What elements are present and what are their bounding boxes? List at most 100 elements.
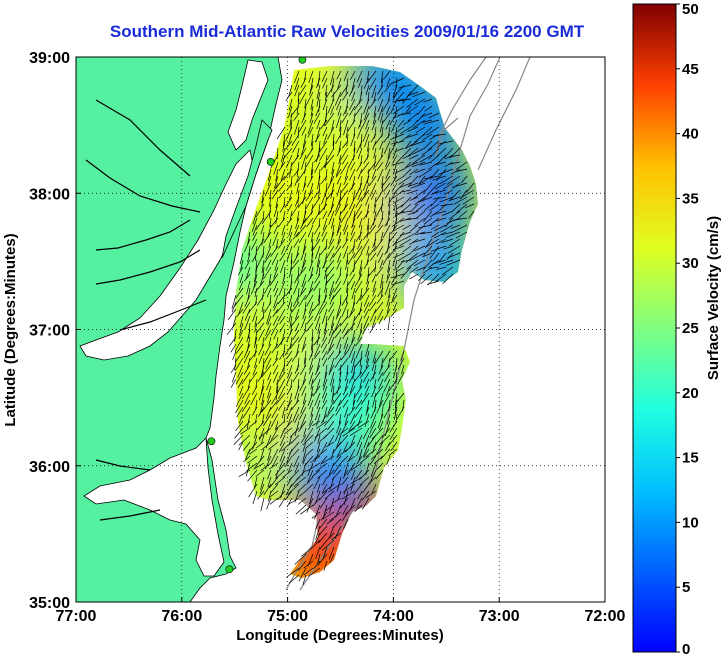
velocity-arrow — [296, 161, 300, 177]
velocity-arrow — [328, 210, 335, 225]
velocity-arrow — [385, 154, 391, 168]
velocity-arrow — [350, 497, 356, 510]
velocity-arrow — [377, 217, 384, 228]
velocity-arrow — [353, 245, 363, 259]
velocity-arrow — [306, 462, 321, 472]
velocity-arrow — [411, 119, 419, 128]
velocity-arrow — [339, 84, 349, 97]
velocity-arrow — [261, 210, 272, 225]
velocity-arrow — [379, 140, 384, 150]
velocity-arrow — [384, 217, 391, 227]
velocity-arrow — [300, 546, 314, 557]
velocity-arrow — [304, 357, 307, 368]
velocity-arrow — [299, 217, 307, 230]
velocity-arrow — [293, 119, 300, 135]
velocity-arrow — [360, 322, 363, 333]
velocity-arrow — [270, 413, 279, 428]
velocity-arrow — [316, 252, 321, 268]
velocity-arrow — [362, 126, 370, 142]
velocity-arrow — [371, 357, 377, 372]
velocity-arrow — [361, 497, 370, 510]
velocity-arrow — [407, 126, 419, 132]
velocity-arrow — [274, 287, 279, 297]
velocity-arrow — [272, 315, 279, 326]
velocity-arrow — [282, 140, 286, 152]
velocity-arrow — [292, 329, 300, 341]
velocity-arrow — [330, 315, 335, 329]
velocity-arrow — [342, 385, 349, 396]
velocity-arrow — [359, 476, 370, 486]
velocity-arrow — [317, 553, 321, 564]
velocity-arrow — [392, 224, 405, 232]
velocity-arrow — [280, 441, 293, 452]
velocity-arrow — [267, 469, 272, 480]
velocity-arrow — [263, 350, 272, 364]
velocity-arrow — [344, 441, 356, 453]
velocity-arrow — [397, 210, 412, 215]
velocity-arrow — [330, 378, 335, 393]
velocity-arrow — [310, 336, 314, 351]
velocity-arrow — [394, 147, 405, 153]
velocity-arrow — [302, 574, 307, 586]
velocity-arrow — [320, 161, 328, 171]
velocity-arrow — [434, 224, 447, 232]
velocity-arrow — [342, 238, 349, 249]
velocity-arrow — [374, 154, 384, 168]
velocity-arrow — [276, 147, 279, 160]
velocity-arrow — [310, 105, 314, 117]
velocity-arrow — [260, 497, 265, 512]
velocity-arrow — [249, 371, 258, 383]
x-axis-label: Longitude (Degrees:Minutes) — [236, 627, 444, 644]
velocity-arrow — [297, 483, 307, 493]
velocity-arrow — [334, 385, 342, 396]
velocity-arrow — [374, 301, 384, 314]
velocity-arrow — [368, 77, 377, 90]
velocity-arrow — [273, 203, 279, 218]
velocity-arrow — [307, 273, 314, 282]
pamlico-sound — [83, 437, 225, 577]
velocity-arrow — [303, 210, 314, 224]
velocity-arrow — [397, 119, 405, 128]
velocity-arrow — [347, 336, 356, 352]
radar-station — [298, 57, 307, 64]
velocity-arrow — [356, 434, 363, 448]
x-tick-label: 75:00 — [267, 608, 308, 625]
velocity-arrow — [331, 322, 342, 336]
velocity-arrow — [341, 490, 356, 500]
velocity-arrow — [348, 182, 356, 193]
velocity-arrow — [322, 98, 328, 111]
velocity-arrow — [296, 210, 300, 222]
y-axis-ticks: 39:00 38:00 37:00 36:00 35:00 — [29, 50, 81, 612]
velocity-arrow — [394, 392, 398, 408]
velocity-arrow — [294, 413, 300, 424]
velocity-arrow — [292, 371, 300, 383]
velocity-arrow — [373, 238, 384, 252]
velocity-arrow — [357, 77, 363, 89]
velocity-arrow — [336, 182, 342, 197]
velocity-arrow — [299, 378, 307, 392]
velocity-arrow — [349, 301, 356, 316]
velocity-arrow — [308, 371, 314, 385]
velocity-arrow — [400, 182, 412, 188]
velocity-arrow — [386, 294, 391, 307]
velocity-arrow — [289, 161, 293, 178]
velocity-arrow — [397, 357, 405, 370]
velocity-arrow — [347, 119, 356, 132]
velocity-arrow — [448, 238, 461, 247]
velocity-arrow — [261, 336, 265, 348]
velocity-arrow — [278, 238, 286, 249]
velocity-arrow — [230, 343, 237, 353]
velocity-arrow — [291, 133, 300, 146]
velocity-arrow — [346, 266, 349, 277]
velocity-arrow — [365, 490, 377, 499]
velocity-arrow — [319, 294, 328, 310]
velocity-arrow — [373, 147, 377, 159]
velocity-arrow — [316, 441, 321, 453]
speed-region — [272, 243, 357, 320]
velocity-arrow — [308, 350, 314, 361]
velocity-arrow — [354, 182, 363, 198]
velocity-arrow — [284, 490, 293, 501]
velocity-arrow — [338, 210, 342, 221]
velocity-arrow — [452, 182, 468, 188]
velocity-arrow — [312, 301, 321, 312]
